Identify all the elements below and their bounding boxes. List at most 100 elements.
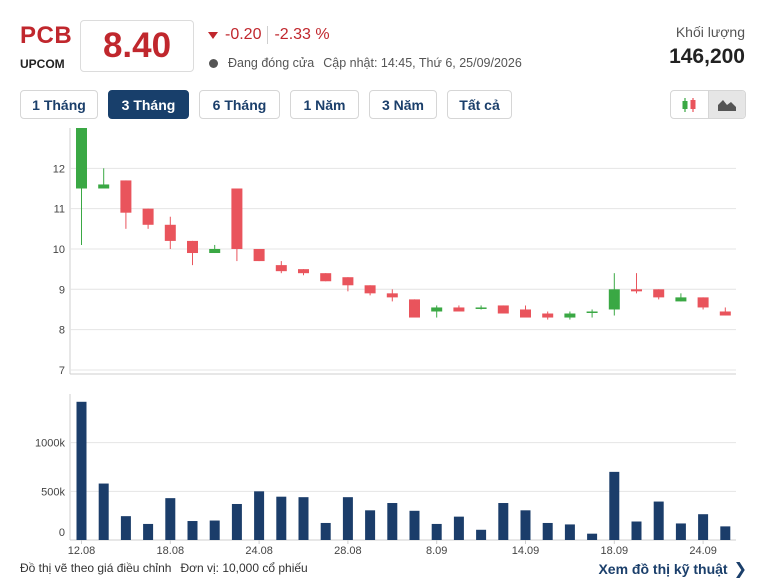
candle-body: [275, 265, 287, 272]
x-tick-label: 28.08: [334, 545, 362, 554]
chart-footnotes: Đồ thị vẽ theo giá điều chỉnh Đơn vị: 10…: [20, 561, 308, 575]
candlestick-series: [76, 128, 731, 320]
price-tick-label: 9: [59, 284, 65, 296]
candle-body: [431, 307, 443, 312]
volume-bar: [698, 514, 709, 540]
volume-value: 146,200: [669, 45, 745, 68]
candle-body: [520, 309, 531, 318]
candle-body: [542, 313, 554, 318]
candle-body: [719, 311, 731, 316]
candle-body: [342, 277, 354, 286]
tab-all[interactable]: Tất cả: [447, 90, 512, 119]
candle-body: [475, 307, 487, 309]
volume-bar: [564, 524, 575, 540]
volume-bar: [675, 523, 686, 540]
chart-type-toggle: [670, 90, 746, 119]
candle-body: [564, 313, 576, 318]
candle-body: [231, 188, 243, 249]
volume-bar: [720, 526, 731, 540]
chart-grid: [69, 128, 736, 544]
x-tick-label: 14.09: [512, 545, 540, 554]
candle-body: [653, 289, 665, 298]
volume-bar: [498, 503, 509, 540]
market-status-row: Đang đóng cửa Cập nhật: 14:45, Thứ 6, 25…: [209, 56, 522, 70]
price-tick-label: 11: [54, 204, 65, 216]
volume-bar: [254, 491, 265, 540]
price-tick-label: 8: [59, 325, 65, 337]
chevron-right-icon: ❯: [733, 561, 747, 578]
price-volume-chart: 7 8 9 10 11 12 0 500k 1000k 12.08 18.08 24.08 28.08 8…: [35, 128, 736, 554]
market-status: Đang đóng cửa: [228, 56, 315, 70]
price-change: -0.20: [225, 26, 262, 43]
price-change-percent: -2.33 %: [274, 26, 330, 43]
candle-body: [209, 248, 221, 254]
volume-bar: [209, 520, 220, 540]
price-tick-label: 10: [53, 244, 65, 256]
candlestick-icon: [682, 97, 696, 112]
volume-bar: [165, 498, 176, 540]
candle-body: [76, 128, 87, 189]
volume-series: [76, 401, 731, 540]
candle-body: [697, 297, 709, 308]
candle-body: [586, 311, 598, 313]
candle-body: [631, 289, 642, 292]
x-tick-label: 18.09: [601, 545, 629, 554]
tab-3-years[interactable]: 3 Năm: [369, 90, 437, 119]
price-tick-label: 12: [53, 163, 65, 175]
x-tick-label: 18.08: [157, 545, 185, 554]
exchange-label: UPCOM: [20, 57, 65, 71]
price-tick-label: 7: [59, 365, 65, 377]
tab-1-month[interactable]: 1 Tháng: [20, 90, 98, 119]
candle-body: [364, 285, 376, 294]
ticker-symbol: PCB: [20, 22, 73, 49]
volume-tick-label: 500k: [41, 486, 65, 498]
volume-bar: [365, 510, 376, 540]
x-tick-label: 24.08: [245, 545, 273, 554]
technical-chart-link[interactable]: Xem đồ thị kỹ thuật ❯: [598, 559, 747, 579]
down-arrow-icon: [208, 31, 218, 39]
volume-label: Khối lượng: [675, 24, 745, 40]
volume-bar: [298, 497, 309, 540]
volume-bar: [520, 510, 531, 540]
x-tick-label: 8.09: [426, 545, 447, 554]
technical-chart-link-label: Xem đồ thị kỹ thuật: [598, 561, 728, 577]
candle-body: [253, 248, 265, 262]
volume-bar: [453, 516, 464, 540]
last-updated: Cập nhật: 14:45, Thứ 6, 25/09/2026: [323, 56, 522, 70]
candle-body: [409, 299, 420, 318]
volume-bar: [631, 521, 642, 540]
unit-note: Đơn vị: 10,000 cổ phiếu: [180, 561, 308, 575]
adjusted-price-note: Đồ thị vẽ theo giá điều chỉnh: [20, 561, 172, 575]
candle-body: [386, 293, 398, 298]
area-view-button[interactable]: [707, 91, 745, 118]
volume-bar: [409, 510, 420, 540]
volume-bar: [276, 496, 287, 540]
x-tick-label: 24.09: [689, 545, 717, 554]
volume-bar: [653, 501, 664, 540]
candle-body: [142, 208, 154, 225]
tab-1-year[interactable]: 1 Năm: [290, 90, 359, 119]
volume-bar: [542, 522, 553, 540]
candle-body: [453, 307, 465, 312]
volume-bar: [431, 523, 442, 540]
volume-bar: [476, 529, 487, 540]
volume-bar: [342, 497, 353, 540]
current-price: 8.40: [80, 20, 194, 72]
divider: [267, 26, 269, 44]
candle-body: [320, 273, 332, 282]
volume-bar: [609, 471, 620, 540]
price-change-row: -0.20 -2.33 %: [208, 26, 330, 44]
volume-tick-label: 1000k: [35, 438, 65, 450]
volume-bar: [143, 523, 154, 540]
tab-3-months[interactable]: 3 Tháng: [108, 90, 189, 119]
candle-body: [675, 297, 687, 302]
axis-labels: 7 8 9 10 11 12 0 500k 1000k 12.08 18.08 24.08 28.08 8…: [35, 163, 717, 554]
volume-bar: [98, 483, 109, 540]
candlestick-view-button[interactable]: [671, 91, 708, 118]
volume-bar: [120, 516, 131, 540]
area-chart-icon: [717, 99, 736, 111]
period-tabs: 1 Tháng 3 Tháng 6 Tháng 1 Năm 3 Năm Tất …: [20, 90, 522, 119]
tab-6-months[interactable]: 6 Tháng: [199, 90, 280, 119]
candle-body: [187, 240, 198, 254]
status-dot-icon: [209, 58, 218, 68]
